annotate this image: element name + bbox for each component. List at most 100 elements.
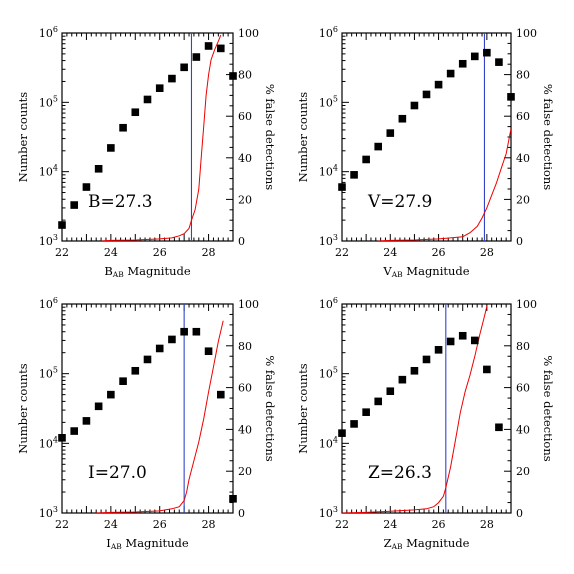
count-point <box>446 69 455 78</box>
x-axis-label: ZAB Magnitude <box>384 536 470 551</box>
count-point <box>410 101 419 110</box>
y-right-tick-label: 80 <box>238 340 252 353</box>
count-point <box>446 337 455 346</box>
count-point <box>119 123 127 132</box>
y-left-tick-label: 105 <box>319 366 338 381</box>
count-point <box>458 331 467 340</box>
false-detection-curve <box>101 34 222 241</box>
count-point <box>422 90 431 99</box>
x-tick-label: 26 <box>432 518 446 531</box>
y-left-tick-label: 106 <box>39 25 58 40</box>
y-right-tick-label: 100 <box>238 298 259 311</box>
count-point <box>507 93 515 101</box>
y-left-tick-label: 106 <box>39 296 58 311</box>
count-point <box>350 420 358 428</box>
x-axis-label: VAB Magnitude <box>382 264 469 279</box>
count-point <box>483 365 491 374</box>
count-point <box>204 347 213 356</box>
count-point <box>192 327 201 336</box>
count-point <box>495 423 503 432</box>
y-left-tick-label: 105 <box>39 366 58 381</box>
y-left-tick-label: 104 <box>39 435 58 450</box>
x-tick-label: 26 <box>153 246 167 259</box>
y-right-tick-label: 100 <box>516 298 537 311</box>
y-right-tick-label: 0 <box>516 507 523 520</box>
y-left-tick-label: 104 <box>319 435 338 450</box>
y-left-tick-label: 106 <box>319 296 338 311</box>
count-point <box>470 336 479 345</box>
x-tick-label: 28 <box>480 518 494 531</box>
x-tick-label: 22 <box>335 518 349 531</box>
y-right-tick-label: 60 <box>238 382 252 395</box>
count-point <box>119 377 127 385</box>
count-point <box>483 48 491 57</box>
count-point <box>155 84 164 92</box>
y-right-tick-label: 40 <box>516 152 530 165</box>
false-detection-curve <box>96 320 224 513</box>
x-tick-label: 26 <box>153 518 167 531</box>
x-tick-label: 22 <box>55 518 69 531</box>
count-point <box>458 59 467 68</box>
count-point <box>131 108 140 117</box>
y-right-tick-label: 60 <box>516 110 530 123</box>
limit-annotation: B=27.3 <box>88 192 153 212</box>
y-left-tick-label: 105 <box>39 94 58 109</box>
x-tick-label: 22 <box>55 246 69 259</box>
count-point <box>168 335 176 344</box>
x-tick-label: 28 <box>480 246 494 259</box>
y-left-tick-label: 106 <box>319 25 338 40</box>
y-right-tick-label: 60 <box>238 110 252 123</box>
count-point <box>338 429 346 437</box>
count-point <box>168 74 176 83</box>
y-right-axis-label: % false detections <box>263 84 277 190</box>
count-point <box>143 95 152 104</box>
count-point <box>107 390 115 399</box>
count-point <box>58 434 66 442</box>
count-point <box>82 417 91 425</box>
y-right-tick-label: 40 <box>238 423 252 436</box>
y-right-axis-label: % false detections <box>263 355 277 461</box>
x-axis-label: IAB Magnitude <box>106 536 189 551</box>
x-tick-label: 22 <box>335 246 349 259</box>
y-left-axis-label: Number counts <box>16 363 30 453</box>
count-point <box>155 344 164 353</box>
count-point <box>131 366 140 375</box>
y-right-tick-label: 100 <box>516 27 537 40</box>
x-tick-label: 24 <box>383 518 397 531</box>
y-left-axis-label: Number counts <box>16 92 30 182</box>
y-right-tick-label: 100 <box>238 27 259 40</box>
y-left-tick-label: 105 <box>319 94 338 109</box>
x-axis-label: BAB Magnitude <box>104 264 191 279</box>
y-right-tick-label: 0 <box>516 235 523 248</box>
y-right-tick-label: 80 <box>516 69 530 82</box>
count-point <box>398 375 407 384</box>
count-point <box>386 129 395 137</box>
x-tick-label: 28 <box>202 246 216 259</box>
count-point <box>434 80 443 89</box>
y-left-tick-label: 104 <box>39 164 58 179</box>
y-right-tick-label: 20 <box>516 465 530 478</box>
y-right-tick-label: 80 <box>516 340 530 353</box>
x-tick-label: 26 <box>432 246 446 259</box>
limit-annotation: Z=26.3 <box>368 463 432 483</box>
count-point <box>386 387 395 396</box>
count-point <box>422 355 431 364</box>
y-right-axis-label: % false detections <box>541 355 555 461</box>
y-right-tick-label: 0 <box>238 507 245 520</box>
y-right-tick-label: 20 <box>238 193 252 206</box>
y-left-axis-label: Number counts <box>296 363 310 453</box>
count-point <box>216 390 225 399</box>
y-right-tick-label: 20 <box>238 465 252 478</box>
count-point <box>70 201 79 209</box>
count-point <box>362 155 370 164</box>
count-point <box>350 171 358 179</box>
count-point <box>434 346 443 354</box>
count-point <box>362 408 370 416</box>
count-point <box>216 44 225 53</box>
count-point <box>338 183 346 191</box>
y-right-tick-label: 40 <box>238 152 252 165</box>
y-left-axis-label: Number counts <box>296 92 310 182</box>
